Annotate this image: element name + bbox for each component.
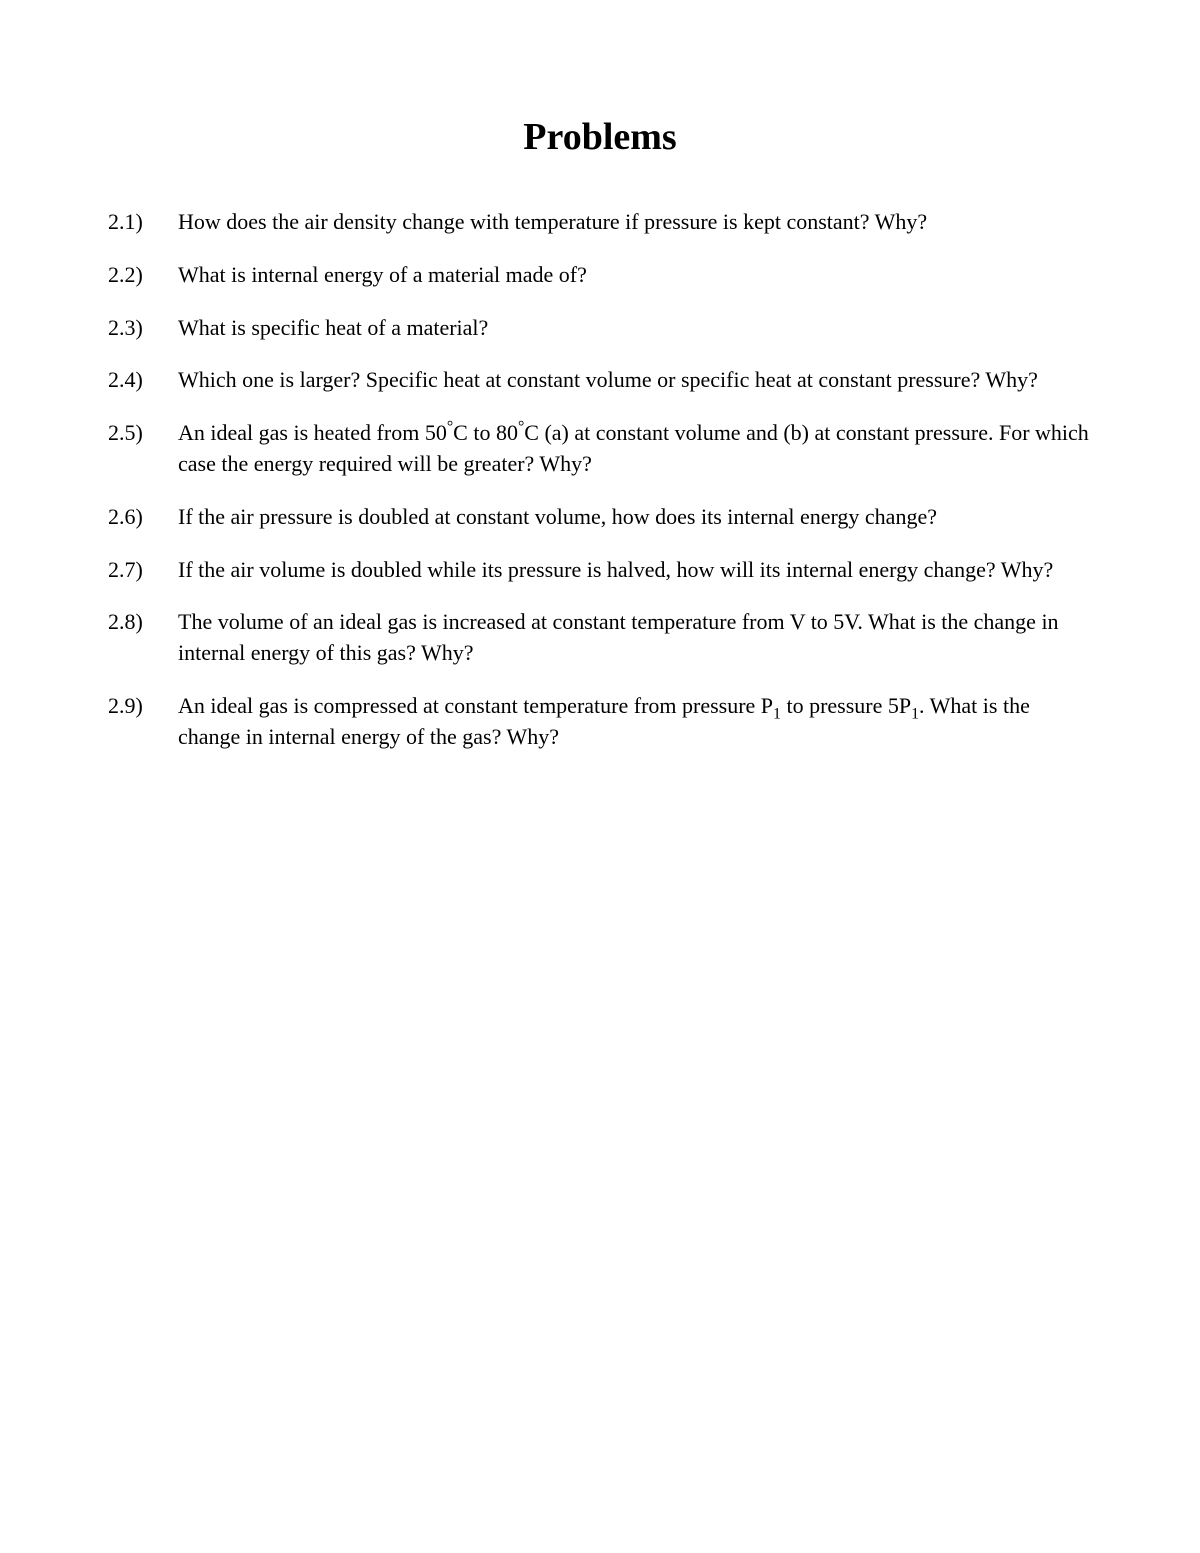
problem-text: If the air volume is doubled while its p…: [178, 555, 1092, 586]
problem-text: Which one is larger? Specific heat at co…: [178, 365, 1092, 396]
problem-number: 2.2): [108, 260, 178, 291]
problem-item: 2.5) An ideal gas is heated from 50°C to…: [108, 418, 1092, 480]
problem-text: If the air pressure is doubled at consta…: [178, 502, 1092, 533]
problem-number: 2.1): [108, 207, 178, 238]
problem-text: An ideal gas is heated from 50°C to 80°C…: [178, 418, 1092, 480]
problem-text: What is specific heat of a material?: [178, 313, 1092, 344]
problem-text: What is internal energy of a material ma…: [178, 260, 1092, 291]
problem-item: 2.6) If the air pressure is doubled at c…: [108, 502, 1092, 533]
problem-text: The volume of an ideal gas is increased …: [178, 607, 1092, 669]
page-title: Problems: [108, 115, 1092, 159]
problem-item: 2.7) If the air volume is doubled while …: [108, 555, 1092, 586]
problem-number: 2.4): [108, 365, 178, 396]
problem-number: 2.7): [108, 555, 178, 586]
problem-number: 2.9): [108, 691, 178, 753]
problem-list: 2.1) How does the air density change wit…: [108, 207, 1092, 753]
problem-item: 2.9) An ideal gas is compressed at const…: [108, 691, 1092, 753]
problem-item: 2.1) How does the air density change wit…: [108, 207, 1092, 238]
problem-text: An ideal gas is compressed at constant t…: [178, 691, 1092, 753]
problem-number: 2.6): [108, 502, 178, 533]
problem-number: 2.8): [108, 607, 178, 669]
problem-item: 2.3) What is specific heat of a material…: [108, 313, 1092, 344]
problem-item: 2.4) Which one is larger? Specific heat …: [108, 365, 1092, 396]
problem-number: 2.5): [108, 418, 178, 480]
problem-item: 2.8) The volume of an ideal gas is incre…: [108, 607, 1092, 669]
problem-item: 2.2) What is internal energy of a materi…: [108, 260, 1092, 291]
problem-text: How does the air density change with tem…: [178, 207, 1092, 238]
problem-number: 2.3): [108, 313, 178, 344]
